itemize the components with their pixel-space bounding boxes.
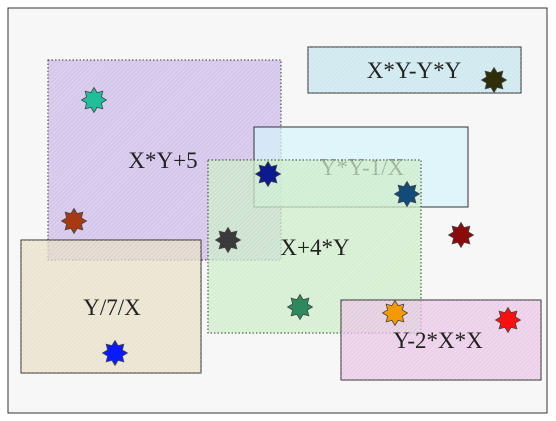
- box-x-y-plus-5-label: X*Y+5: [128, 148, 197, 173]
- star-olive-icon: [480, 66, 508, 94]
- star-charcoal-icon: [214, 226, 242, 254]
- box-x-y-minus-y-y-hatch: [308, 47, 521, 93]
- star-red-icon: [494, 306, 522, 334]
- boxes-layer: X*Y-Y*YX*Y+5Y*Y-1/XX+4*YY/7/XY-2*X*X: [20, 46, 542, 381]
- box-x-y-minus-y-y: X*Y-Y*Y: [307, 46, 522, 94]
- box-x-plus-4-y-label: X+4*Y: [280, 235, 350, 260]
- box-x-y-minus-y-y-label: X*Y-Y*Y: [367, 58, 462, 83]
- star-blue-icon: [101, 339, 129, 367]
- star-orange-icon: [381, 299, 409, 327]
- star-rust-icon: [60, 207, 88, 235]
- star-navy-icon: [254, 160, 282, 188]
- star-steelblue-icon: [393, 180, 421, 208]
- star-darkred-icon: [447, 221, 475, 249]
- star-teal-icon: [80, 86, 108, 114]
- stars-layer: [60, 66, 522, 367]
- box-y-div-7-div-x-label: Y/7/X: [83, 295, 141, 320]
- star-green-icon: [286, 293, 314, 321]
- box-y-minus-2-x-x-label: Y-2*X*X: [393, 328, 483, 353]
